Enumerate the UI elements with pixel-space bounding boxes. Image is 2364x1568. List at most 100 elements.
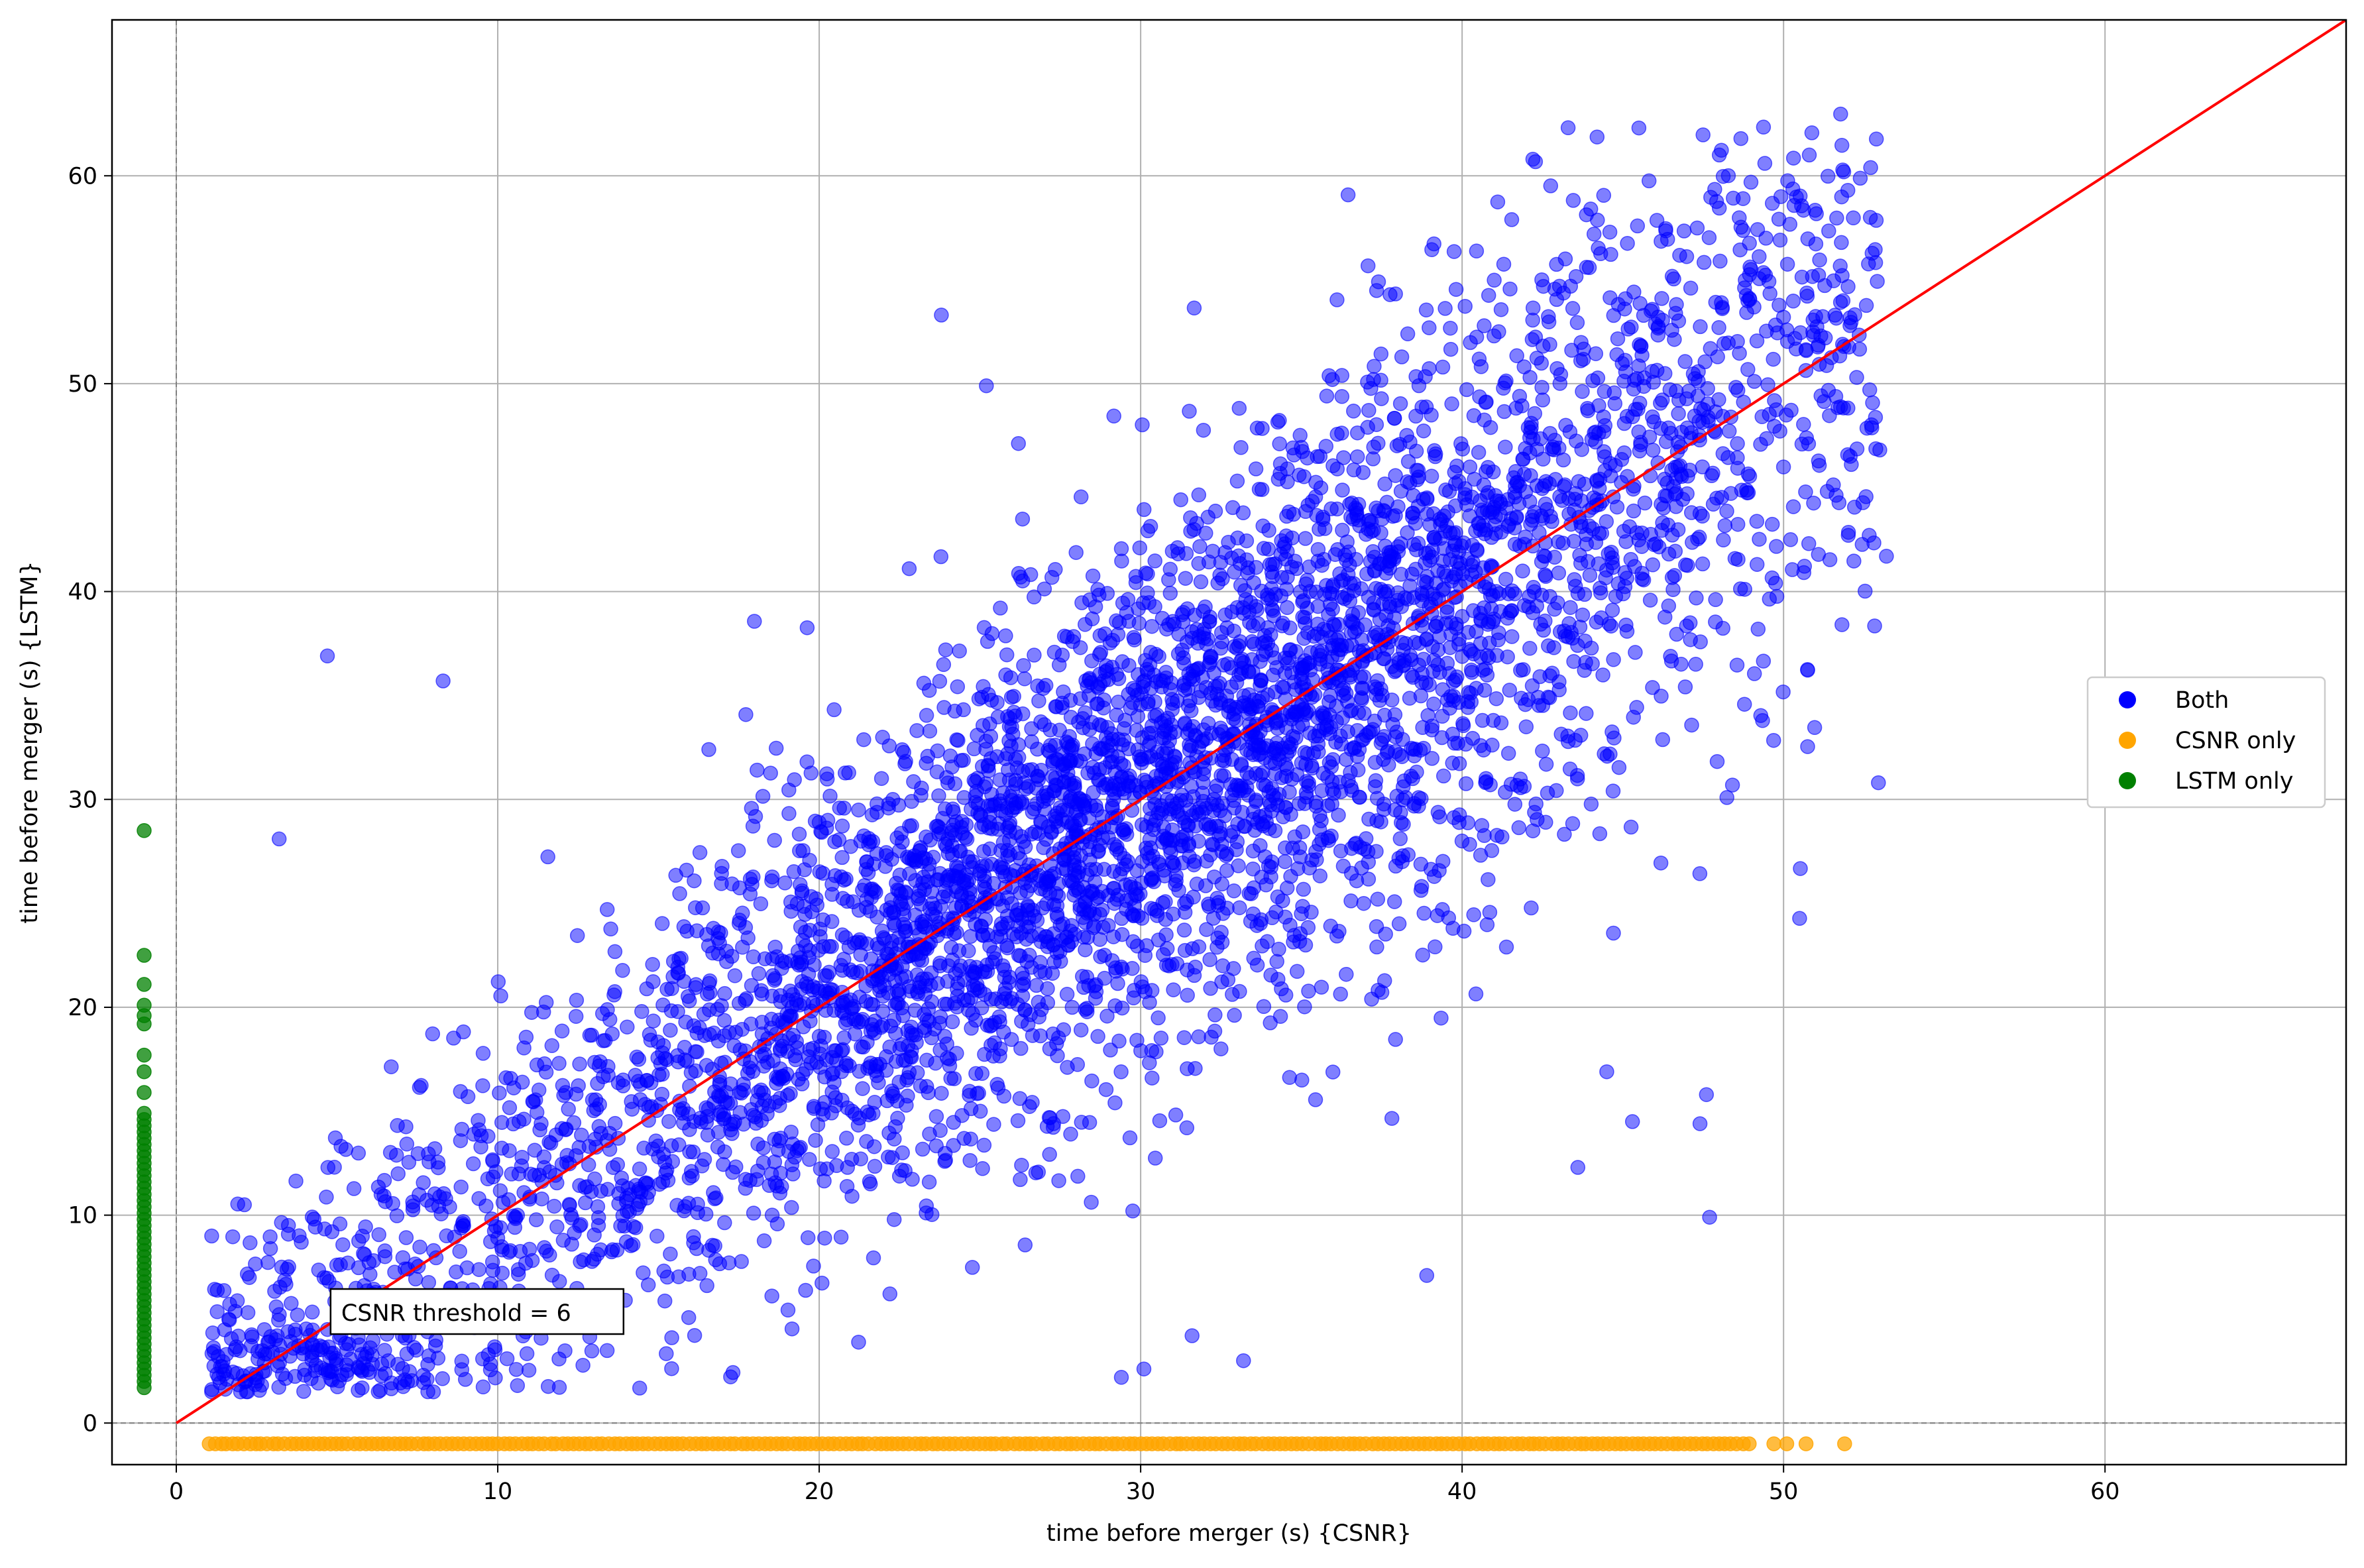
both-point [894, 1162, 909, 1178]
both-point [1530, 689, 1546, 705]
both-point [890, 1111, 905, 1126]
both-point [1812, 252, 1827, 268]
both-point [225, 1229, 241, 1245]
both-point [1693, 319, 1708, 335]
both-point [1468, 986, 1484, 1002]
both-point [1595, 667, 1610, 683]
both-point [1457, 298, 1473, 314]
both-point [1215, 906, 1231, 921]
both-point [1542, 337, 1557, 352]
both-point [1667, 331, 1682, 347]
both-point [1715, 620, 1730, 636]
both-point [1132, 540, 1148, 555]
both-point [1276, 680, 1292, 695]
both-point [1573, 555, 1589, 571]
both-point [632, 1161, 647, 1177]
both-point [384, 1381, 399, 1396]
both-point [1186, 857, 1202, 873]
both-point [1620, 235, 1635, 251]
both-point [1084, 1073, 1099, 1089]
both-point [1443, 341, 1459, 357]
both-point [416, 1367, 431, 1383]
both-point [1632, 443, 1648, 459]
both-point [972, 1103, 988, 1119]
both-point [1158, 927, 1174, 942]
both-point [909, 1065, 925, 1080]
both-point [1373, 346, 1389, 362]
both-point [378, 1194, 393, 1209]
both-point [1799, 285, 1815, 301]
both-point [954, 886, 969, 902]
both-point [572, 1056, 587, 1072]
both-point [1199, 854, 1214, 869]
both-point [1013, 948, 1028, 964]
both-point [1162, 561, 1178, 577]
both-point [1162, 585, 1178, 601]
both-point [456, 1024, 471, 1040]
both-point [1386, 410, 1402, 426]
both-point [999, 908, 1015, 924]
both-point [1173, 492, 1188, 508]
both-point [1085, 568, 1101, 584]
both-point [1101, 918, 1116, 933]
both-point [685, 1145, 701, 1160]
both-point [750, 1137, 765, 1152]
both-point [1720, 168, 1736, 184]
both-point [1212, 567, 1227, 583]
both-point [1301, 559, 1317, 575]
both-point [382, 1145, 398, 1160]
both-point [1634, 571, 1650, 587]
both-point [921, 683, 937, 699]
both-point [780, 1302, 796, 1318]
both-point [889, 830, 905, 846]
both-point [1709, 754, 1725, 769]
both-point [663, 1003, 679, 1019]
both-point [824, 938, 839, 954]
both-point [1122, 1130, 1138, 1146]
both-point [1369, 939, 1384, 955]
both-point [1329, 699, 1344, 714]
both-point [1308, 489, 1323, 505]
both-point [1476, 477, 1492, 493]
both-point [1019, 931, 1035, 947]
both-point [584, 1343, 600, 1359]
both-point [1688, 657, 1703, 672]
both-point [586, 1103, 602, 1119]
both-point [1573, 728, 1589, 743]
both-point [1128, 575, 1144, 590]
both-point [272, 1280, 288, 1295]
both-point [1474, 818, 1490, 833]
both-point [886, 1211, 902, 1227]
both-point [970, 728, 985, 743]
both-point [1391, 916, 1407, 932]
both-point [1288, 644, 1304, 659]
both-point [1031, 826, 1046, 841]
both-point [1677, 354, 1693, 369]
both-point [1042, 1147, 1057, 1162]
both-point [826, 702, 842, 718]
both-point [851, 1334, 866, 1350]
both-point [1195, 785, 1210, 801]
both-point [1604, 550, 1620, 565]
both-point [1820, 168, 1836, 184]
both-point [1239, 533, 1255, 549]
both-point [1511, 820, 1527, 836]
both-point [1642, 592, 1658, 608]
both-point [1478, 775, 1493, 791]
both-point [744, 978, 760, 993]
both-point [1182, 737, 1197, 752]
both-point [1822, 408, 1837, 423]
both-point [1872, 442, 1887, 458]
both-point [453, 1084, 469, 1099]
both-point [722, 1117, 738, 1132]
both-point [1858, 489, 1874, 504]
both-point [922, 723, 938, 739]
both-point [1235, 805, 1250, 820]
both-point [243, 1235, 258, 1251]
both-point [1632, 395, 1648, 411]
both-point [1770, 325, 1785, 341]
both-point [873, 771, 889, 786]
both-point [1664, 570, 1680, 585]
both-point [952, 644, 967, 659]
both-point [1207, 1023, 1223, 1039]
